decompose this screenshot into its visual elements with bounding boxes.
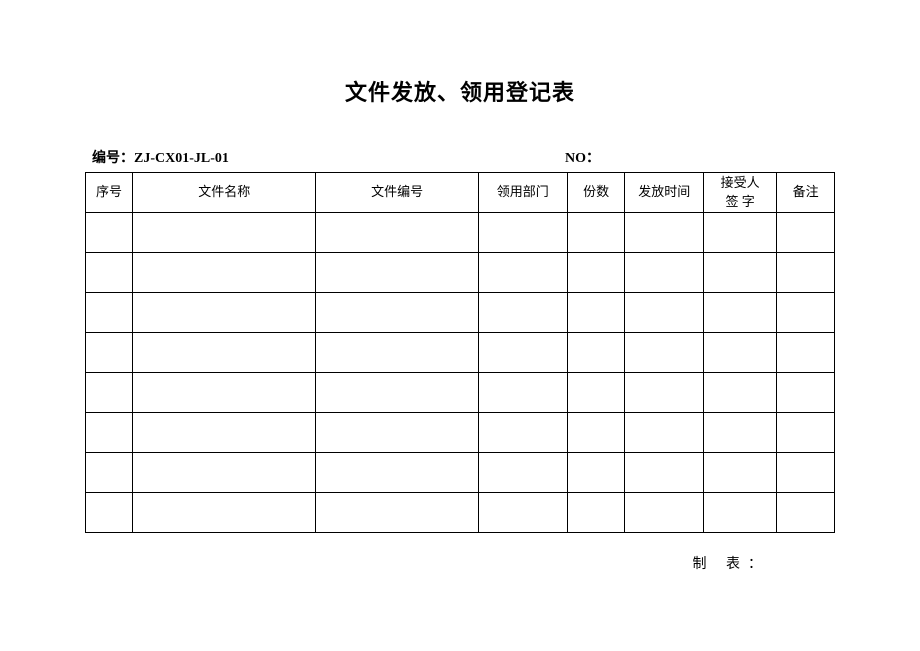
table-cell (86, 333, 133, 373)
meta-no: NO： (565, 147, 835, 167)
table-cell (133, 333, 316, 373)
table-cell (625, 453, 704, 493)
table-cell (86, 293, 133, 333)
table-cell (478, 413, 567, 453)
table-cell (777, 213, 835, 253)
table-cell (567, 213, 625, 253)
table-cell (704, 253, 777, 293)
meta-code: 编号：ZJ-CX01-JL-01 (92, 147, 565, 167)
table-cell (777, 493, 835, 533)
table-row (86, 453, 835, 493)
table-cell (704, 293, 777, 333)
table-cell (133, 453, 316, 493)
table-cell (478, 253, 567, 293)
table-cell (777, 413, 835, 453)
table-cell (86, 253, 133, 293)
table-cell (777, 453, 835, 493)
table-cell (478, 213, 567, 253)
table-cell (704, 453, 777, 493)
table-cell (316, 453, 478, 493)
table-row (86, 413, 835, 453)
table-cell (86, 213, 133, 253)
table-cell (625, 213, 704, 253)
table-cell (133, 493, 316, 533)
table-cell (316, 333, 478, 373)
table-cell (625, 293, 704, 333)
col-header-count: 份数 (567, 173, 625, 213)
table-cell (86, 493, 133, 533)
table-cell (86, 413, 133, 453)
table-cell (777, 293, 835, 333)
table-cell (316, 293, 478, 333)
table-cell (777, 373, 835, 413)
no-label: NO： (565, 151, 600, 166)
table-cell (133, 413, 316, 453)
table-cell (316, 213, 478, 253)
table-cell (567, 493, 625, 533)
col-header-dept: 领用部门 (478, 173, 567, 213)
table-cell (625, 413, 704, 453)
table-cell (567, 333, 625, 373)
document-title: 文件发放、领用登记表 (0, 0, 920, 147)
table-cell (625, 253, 704, 293)
col-header-time: 发放时间 (625, 173, 704, 213)
table-cell (316, 493, 478, 533)
table-row (86, 493, 835, 533)
table-cell (133, 293, 316, 333)
table-cell (86, 373, 133, 413)
table-cell (567, 293, 625, 333)
table-header-row: 序号 文件名称 文件编号 领用部门 份数 发放时间 接受人签 字 备注 (86, 173, 835, 213)
table-cell (316, 253, 478, 293)
meta-row: 编号：ZJ-CX01-JL-01 NO： (0, 147, 920, 172)
table-cell (704, 413, 777, 453)
table-body (86, 213, 835, 533)
table-cell (625, 373, 704, 413)
table-cell (567, 373, 625, 413)
table-cell (478, 333, 567, 373)
table-cell (316, 373, 478, 413)
table-row (86, 213, 835, 253)
table-cell (478, 293, 567, 333)
table-cell (704, 213, 777, 253)
page-container: 文件发放、领用登记表 编号：ZJ-CX01-JL-01 NO： 序号 文件名称 … (0, 0, 920, 651)
col-header-sign: 接受人签 字 (704, 173, 777, 213)
table-cell (777, 253, 835, 293)
table-cell (567, 413, 625, 453)
table-cell (777, 333, 835, 373)
table-cell (478, 493, 567, 533)
table-cell (133, 373, 316, 413)
footer-row: 制 表： (0, 533, 920, 573)
table-cell (86, 453, 133, 493)
table-wrapper: 序号 文件名称 文件编号 领用部门 份数 发放时间 接受人签 字 备注 (0, 172, 920, 533)
col-header-seq: 序号 (86, 173, 133, 213)
table-row (86, 253, 835, 293)
table-row (86, 333, 835, 373)
col-header-name: 文件名称 (133, 173, 316, 213)
table-cell (133, 213, 316, 253)
code-value: ZJ-CX01-JL-01 (134, 151, 229, 166)
table-row (86, 373, 835, 413)
table-cell (478, 453, 567, 493)
col-header-remark: 备注 (777, 173, 835, 213)
table-cell (625, 493, 704, 533)
col-header-code: 文件编号 (316, 173, 478, 213)
code-label: 编号： (92, 151, 134, 166)
maker-label: 制 表： (693, 557, 771, 572)
table-row (86, 293, 835, 333)
table-cell (567, 253, 625, 293)
table-cell (316, 413, 478, 453)
table-cell (704, 333, 777, 373)
table-cell (133, 253, 316, 293)
table-cell (567, 453, 625, 493)
table-cell (478, 373, 567, 413)
table-cell (625, 333, 704, 373)
table-cell (704, 493, 777, 533)
registration-table: 序号 文件名称 文件编号 领用部门 份数 发放时间 接受人签 字 备注 (85, 172, 835, 533)
table-cell (704, 373, 777, 413)
